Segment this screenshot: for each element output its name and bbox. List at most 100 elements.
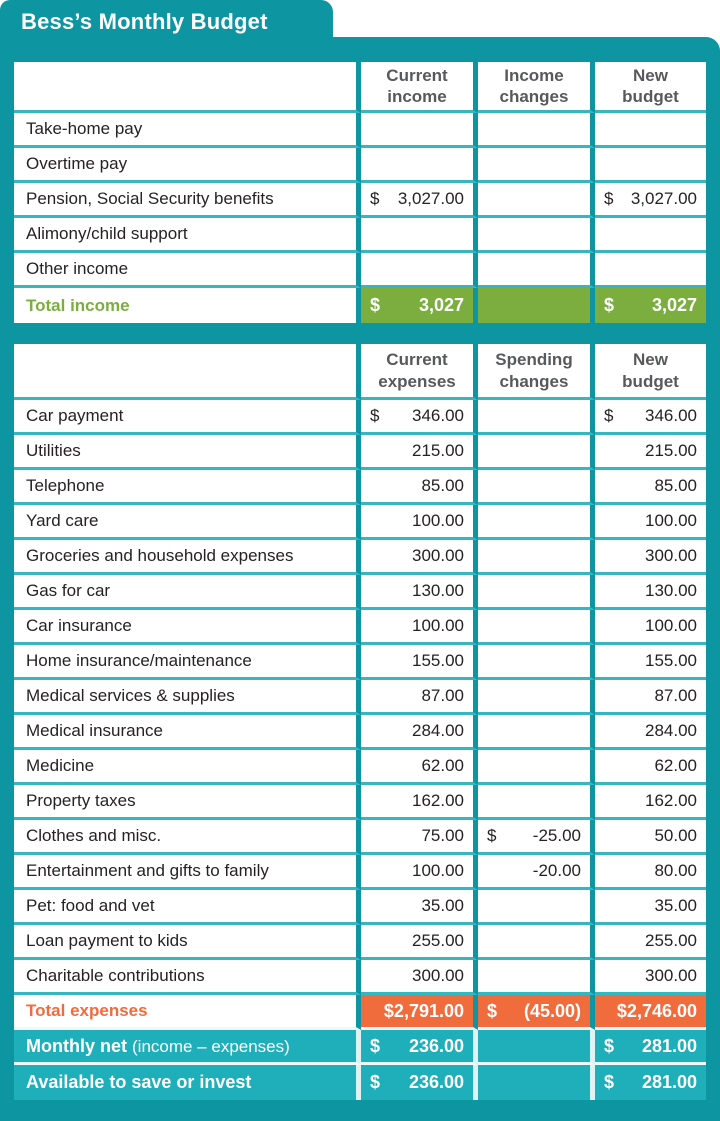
money-cell: 300.00 xyxy=(595,540,706,575)
money-cell: $2,791.00 xyxy=(361,995,478,1030)
amount-value: 281.00 xyxy=(641,1035,697,1056)
label-column-header xyxy=(14,344,361,400)
money-cell: 50.00 xyxy=(595,820,706,855)
page-title: Bess’s Monthly Budget xyxy=(21,9,268,34)
money-cell: 100.00 xyxy=(595,505,706,540)
column-header-cell: Spending changes xyxy=(478,344,595,400)
amount-value: 35.00 xyxy=(421,896,464,915)
table-row: Gas for car 130.00 130.00 xyxy=(14,575,706,610)
budget-panel: Current income Income changes New budget T… xyxy=(0,37,720,1121)
column-header-cell: Current income xyxy=(361,62,478,113)
money-cell: 130.00 xyxy=(361,575,478,610)
currency-symbol: $ xyxy=(370,1035,381,1056)
money-cell: $3,027 xyxy=(361,288,478,323)
amount-value: 62.00 xyxy=(654,756,697,775)
expenses-table-body: Car payment $346.00 $346.00 Utilities 215.00… xyxy=(14,400,706,1100)
table-row: Groceries and household expenses 300.00 30… xyxy=(14,540,706,575)
row-label-cell: Home insurance/maintenance xyxy=(14,645,361,680)
money-cell xyxy=(478,645,595,680)
money-cell: 155.00 xyxy=(361,645,478,680)
money-cell: 35.00 xyxy=(361,890,478,925)
money-cell: 215.00 xyxy=(361,435,478,470)
money-cell: $281.00 xyxy=(595,1030,706,1065)
money-cell: $2,746.00 xyxy=(595,995,706,1030)
amount-value: 3,027 xyxy=(418,295,464,315)
amount-value: $2,791.00 xyxy=(383,1000,464,1021)
table-row: Take-home pay xyxy=(14,113,706,148)
money-cell xyxy=(478,1065,595,1100)
table-row: Available to save or invest $236.00 $281.0… xyxy=(14,1065,706,1100)
amount-value: 300.00 xyxy=(412,966,464,985)
amount-value: 255.00 xyxy=(412,931,464,950)
row-label-cell: Car payment xyxy=(14,400,361,435)
money-cell xyxy=(478,680,595,715)
money-cell: 85.00 xyxy=(361,470,478,505)
amount-value: (45.00) xyxy=(523,1000,581,1021)
table-row: Loan payment to kids 255.00 255.00 xyxy=(14,925,706,960)
row-label-cell: Clothes and misc. xyxy=(14,820,361,855)
amount-value: 255.00 xyxy=(645,931,697,950)
money-cell: $236.00 xyxy=(361,1030,478,1065)
money-cell: $ -25.00 xyxy=(478,820,595,855)
money-cell xyxy=(478,715,595,750)
amount-value: 80.00 xyxy=(654,861,697,880)
amount-value: 284.00 xyxy=(645,721,697,740)
amount-value: 162.00 xyxy=(412,791,464,810)
currency-symbol: $ xyxy=(370,1072,381,1092)
money-cell xyxy=(478,610,595,645)
money-cell: $ (45.00) xyxy=(478,995,595,1030)
amount-value: 3,027 xyxy=(651,295,697,315)
money-cell: 100.00 xyxy=(595,610,706,645)
row-label-cell: Other income xyxy=(14,253,361,288)
amount-value: 100.00 xyxy=(645,616,697,635)
money-cell xyxy=(478,400,595,435)
money-cell: $3,027.00 xyxy=(595,183,706,218)
column-header-cell: New budget xyxy=(595,62,706,113)
amount-value: 50.00 xyxy=(654,826,697,845)
money-cell xyxy=(361,253,478,288)
money-cell xyxy=(595,113,706,148)
row-label-cell: Total expenses xyxy=(14,995,361,1030)
money-cell xyxy=(478,890,595,925)
currency-symbol: $ xyxy=(604,1035,615,1056)
currency-symbol: $ xyxy=(604,295,615,315)
money-cell xyxy=(361,148,478,183)
money-cell: 300.00 xyxy=(595,960,706,995)
row-label-cell: Available to save or invest xyxy=(14,1065,361,1100)
money-cell: 62.00 xyxy=(361,750,478,785)
amount-value: -25.00 xyxy=(532,826,581,845)
row-label-cell: Overtime pay xyxy=(14,148,361,183)
amount-value: 75.00 xyxy=(421,826,464,845)
amount-value: -20.00 xyxy=(532,861,581,880)
row-label-cell: Loan payment to kids xyxy=(14,925,361,960)
row-label-cell: Gas for car xyxy=(14,575,361,610)
expenses-table-header: Current expenses Spending changes New budg… xyxy=(14,344,706,400)
table-row: Clothes and misc. 75.00 $ -25.00 50.00 xyxy=(14,820,706,855)
money-cell: 87.00 xyxy=(595,680,706,715)
money-cell: 162.00 xyxy=(361,785,478,820)
currency-symbol: $ xyxy=(370,295,381,315)
money-cell xyxy=(595,253,706,288)
money-cell: 80.00 xyxy=(595,855,706,890)
row-label-cell: Yard care xyxy=(14,505,361,540)
header-row: Current income Income changes New budget xyxy=(14,62,706,113)
money-cell: -20.00 xyxy=(478,855,595,890)
money-cell: $3,027 xyxy=(595,288,706,323)
money-cell xyxy=(478,575,595,610)
money-cell xyxy=(478,540,595,575)
money-cell: 100.00 xyxy=(361,505,478,540)
row-label-cell: Pet: food and vet xyxy=(14,890,361,925)
money-cell: 100.00 xyxy=(361,610,478,645)
table-row: Pension, Social Security benefits $3,027.… xyxy=(14,183,706,218)
money-cell xyxy=(595,218,706,253)
amount-value: 87.00 xyxy=(654,686,697,705)
money-cell: 284.00 xyxy=(361,715,478,750)
row-label-cell: Alimony/child support xyxy=(14,218,361,253)
money-cell xyxy=(478,288,595,323)
table-row: Entertainment and gifts to family 100.00 -… xyxy=(14,855,706,890)
money-cell xyxy=(361,113,478,148)
table-row: Other income xyxy=(14,253,706,288)
row-label-cell: Pension, Social Security benefits xyxy=(14,183,361,218)
table-row: Medicine 62.00 62.00 xyxy=(14,750,706,785)
amount-value: 300.00 xyxy=(645,966,697,985)
